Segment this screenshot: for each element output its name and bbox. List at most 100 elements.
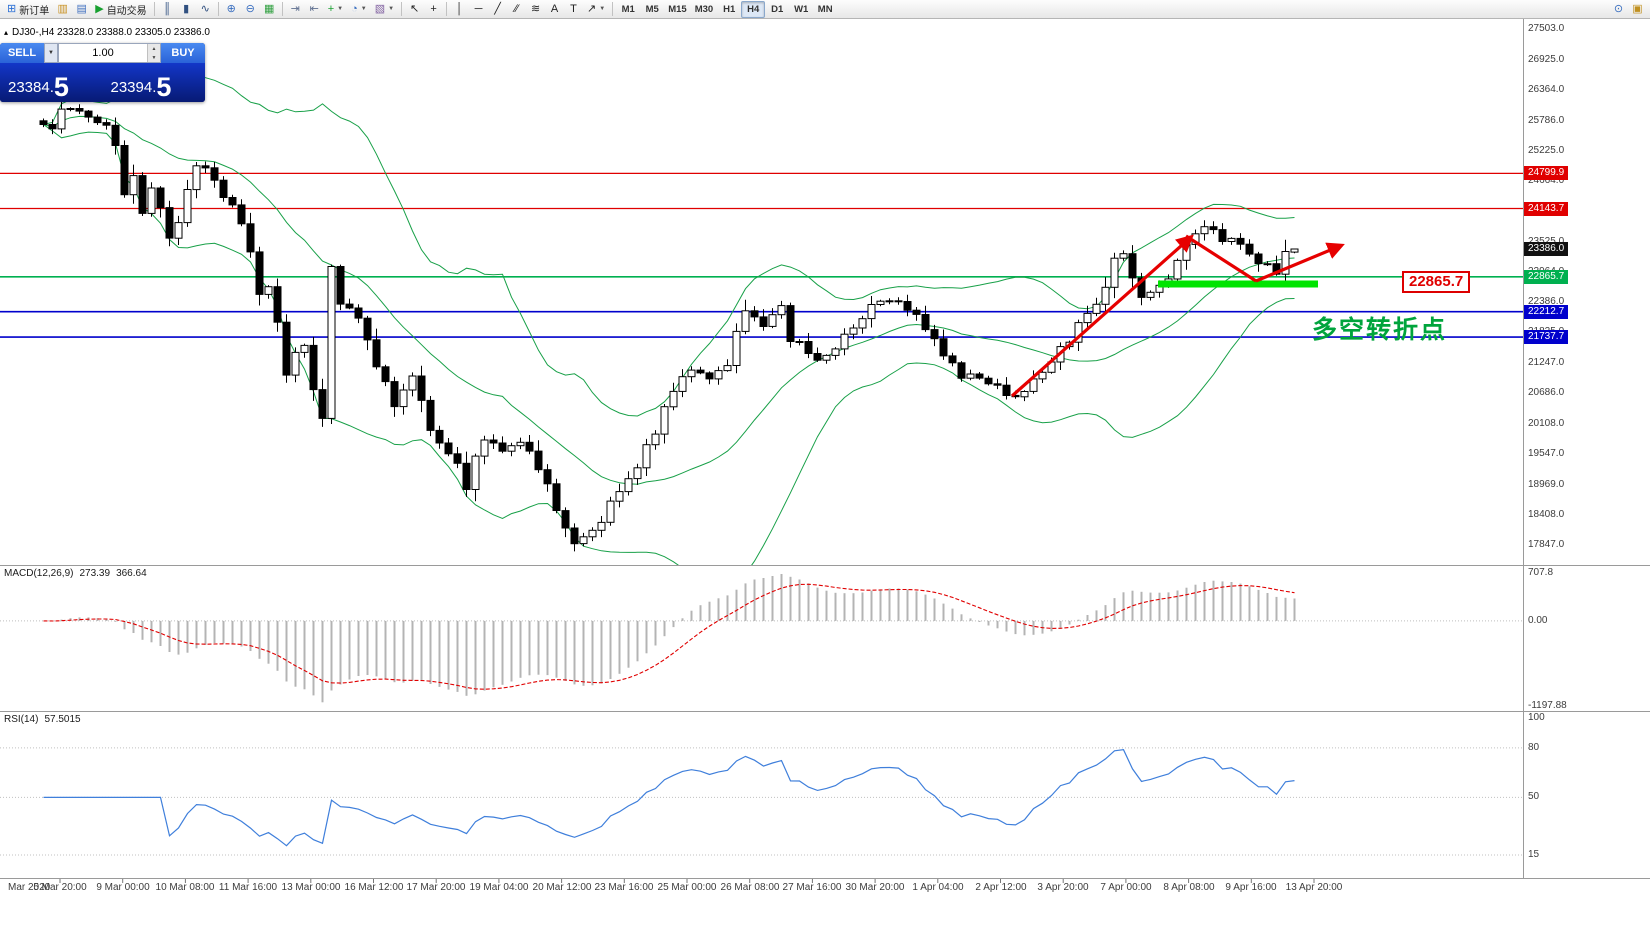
rsi-axis-label: 80 xyxy=(1528,742,1540,753)
cursor-button[interactable]: ↖ xyxy=(405,1,424,18)
periods-button[interactable]: ◔ ▼ xyxy=(347,1,371,18)
line-chart-icon: ∿ xyxy=(200,2,210,15)
horizontal-line-icon: ─ xyxy=(474,2,483,15)
turning-point-text: 多空转折点 xyxy=(1312,316,1448,344)
toolbar-separator xyxy=(217,2,219,16)
timeframe-h4-button[interactable]: H4 xyxy=(741,0,766,18)
price-line-label: 21737.7 xyxy=(1524,330,1569,344)
zoom-out-button[interactable]: ⊖ xyxy=(241,1,260,18)
macd-axis-label: -1197.88 xyxy=(1528,700,1567,711)
chart-shift-button[interactable]: ⇤ xyxy=(305,1,324,18)
time-axis-label: 19 Mar 04:00 xyxy=(469,882,529,893)
sell-button[interactable]: SELL xyxy=(0,43,44,63)
price-axis-label: 27503.0 xyxy=(1528,23,1565,34)
symbol-marker-icon: ▴ xyxy=(4,28,9,37)
chart-shift-icon: ⇤ xyxy=(309,2,319,15)
price-axis-label: 26364.0 xyxy=(1528,84,1565,95)
sell-price[interactable]: 23384. 5 xyxy=(0,63,103,102)
timeframe-w1-button[interactable]: W1 xyxy=(789,1,813,18)
volume-dropdown-button[interactable]: ▼ xyxy=(44,43,58,63)
rsi-label: RSI(14) 57.5015 xyxy=(4,714,81,725)
toolbar-right-group: ⊙ ▣ xyxy=(1609,1,1647,18)
vertical-line-button[interactable]: │ xyxy=(450,1,469,18)
new-order-button[interactable]: ⊞ 新订单 xyxy=(3,1,53,18)
rsi-name: RSI(14) xyxy=(4,714,39,725)
time-axis-label: 23 Mar 16:00 xyxy=(594,882,654,893)
crosshair-button[interactable]: + xyxy=(424,1,443,18)
autotrading-button[interactable]: ▶ 自动交易 xyxy=(91,1,150,18)
add-indicator-button[interactable]: + ▼ xyxy=(324,1,347,18)
time-axis-label: 17 Mar 20:00 xyxy=(406,882,466,893)
price-axis-label: 20108.0 xyxy=(1528,418,1565,429)
buy-price-main: 23394. xyxy=(110,79,157,96)
sell-price-pip: 5 xyxy=(53,71,69,102)
volume-up-button[interactable]: ▲ xyxy=(148,44,160,53)
timeframe-h1-button[interactable]: H1 xyxy=(717,1,741,18)
auto-scroll-icon: ⇥ xyxy=(290,2,300,15)
trendline-button[interactable]: ╱ xyxy=(488,1,507,18)
chevron-down-icon: ▼ xyxy=(599,6,606,12)
candlestick-chart-button[interactable]: ▮ xyxy=(177,1,196,18)
volume-down-button[interactable]: ▼ xyxy=(148,53,160,62)
cursor-icon: ↖ xyxy=(409,2,420,15)
time-axis-label: 9 Mar 00:00 xyxy=(96,882,150,893)
time-axis-label: 9 Apr 16:00 xyxy=(1225,882,1277,893)
price-axis-label: 19547.0 xyxy=(1528,448,1565,459)
macd-axis-label: 0.00 xyxy=(1528,615,1548,626)
rsi-axis-label: 50 xyxy=(1528,791,1540,802)
autotrading-button-label: 自动交易 xyxy=(106,5,147,17)
price-axis-label: 22386.0 xyxy=(1528,296,1565,307)
data-window-icon[interactable]: ▤ xyxy=(72,1,91,18)
timeframe-m15-button[interactable]: M15 xyxy=(664,1,690,18)
volume-input[interactable] xyxy=(59,44,147,62)
price-axis-label: 25786.0 xyxy=(1528,115,1565,126)
chevron-down-icon: ▼ xyxy=(360,6,367,12)
buy-button[interactable]: BUY xyxy=(161,43,205,63)
trendline-icon: ╱ xyxy=(494,2,501,15)
timeframe-m30-button[interactable]: M30 xyxy=(691,1,717,18)
timeframe-mn-button[interactable]: MN xyxy=(813,1,837,18)
rsi-axis-label: 100 xyxy=(1528,712,1545,723)
timeframe-m5-button[interactable]: M5 xyxy=(640,1,664,18)
fibonacci-button[interactable]: ≋ xyxy=(526,1,545,18)
price-axis-label: 20686.0 xyxy=(1528,387,1565,398)
template-icon: ▧ xyxy=(374,2,386,15)
buy-price[interactable]: 23394. 5 xyxy=(103,63,206,102)
add-indicator-icon: + xyxy=(327,2,335,15)
line-chart-button[interactable]: ∿ xyxy=(196,1,215,18)
price-axis-label: 23525.0 xyxy=(1528,236,1564,248)
tile-windows-button[interactable]: ▦ xyxy=(260,1,279,18)
toolbar-separator xyxy=(281,2,283,16)
bar-chart-button[interactable]: ║ xyxy=(158,1,177,18)
data-window-icon-icon: ▤ xyxy=(76,2,87,15)
template-button[interactable]: ▧ ▼ xyxy=(371,1,398,18)
sell-price-main: 23384. xyxy=(8,79,54,96)
new-window-button[interactable]: ▣ xyxy=(1628,1,1647,18)
channel-button[interactable]: ∕∕ xyxy=(507,1,526,18)
label-button[interactable]: T xyxy=(564,1,583,18)
zoom-in-button[interactable]: ⊕ xyxy=(222,1,241,18)
rsi-value: 57.5015 xyxy=(44,714,81,725)
chevron-down-icon: ▼ xyxy=(337,6,344,12)
rsi-axis-label: 15 xyxy=(1528,849,1540,860)
label-icon: T xyxy=(570,2,577,15)
market-watch-icon[interactable]: ▥ xyxy=(53,1,72,18)
market-watch-icon-icon: ▥ xyxy=(57,2,68,15)
price-line-label: 24143.7 xyxy=(1524,202,1569,216)
main-toolbar: ⊞ 新订单 ▥ ▤ ▶ 自动交易 ║ ▮ ∿ ⊕ ⊖ ▦ ⇥ ⇤ + ▼ ◔ ▼ ▧ ▼ ↖ + │ ─ ╱ ∕∕ ≋ A T ↗ ▼ M1 M… xyxy=(0,0,1650,19)
text-button[interactable]: A xyxy=(545,1,564,18)
timeframe-m1-button[interactable]: M1 xyxy=(616,1,640,18)
auto-scroll-button[interactable]: ⇥ xyxy=(286,1,305,18)
volume-field: ▲ ▼ xyxy=(58,43,161,63)
search-button[interactable]: ⊙ xyxy=(1609,1,1628,18)
autotrading-icon: ▶ xyxy=(95,2,104,15)
macd-value-main: 273.39 xyxy=(79,568,111,579)
bar-chart-icon: ║ xyxy=(163,2,172,15)
timeframe-d1-button[interactable]: D1 xyxy=(765,1,789,18)
time-axis-label: 27 Mar 16:00 xyxy=(782,882,842,893)
shapes-button[interactable]: ↗ ▼ xyxy=(583,1,609,18)
time-axis-label: 25 Mar 00:00 xyxy=(657,882,717,893)
time-axis-label: 1 Apr 04:00 xyxy=(912,882,964,893)
horizontal-line-button[interactable]: ─ xyxy=(469,1,488,18)
